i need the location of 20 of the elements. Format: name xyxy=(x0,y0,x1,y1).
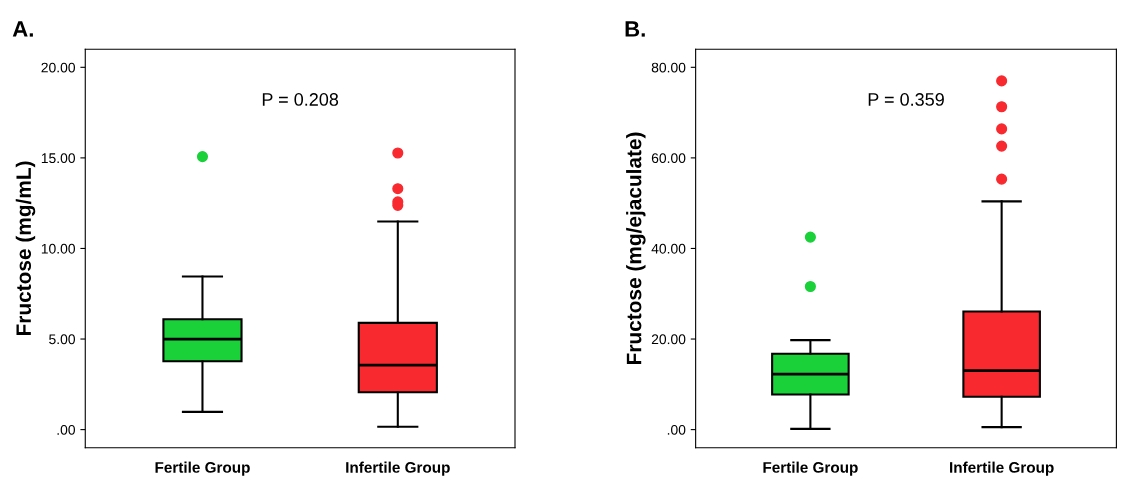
annotation: P = 0.359 xyxy=(868,93,944,106)
y-tick-label: 15.00 xyxy=(41,153,76,164)
y-tick-label: .00 xyxy=(57,424,76,435)
y-axis-title: Fructose (mg/ejaculate) xyxy=(626,132,646,364)
y-tick-label: 20.00 xyxy=(651,334,686,345)
y-tick-label: 10.00 xyxy=(41,243,76,254)
y-tick-label: 60.00 xyxy=(651,153,686,164)
y-tick-label: 20.00 xyxy=(41,62,76,73)
y-tick-label: 40.00 xyxy=(651,243,686,254)
x-tick-label: Fertile Group xyxy=(155,461,250,476)
x-tick-label: Fertile Group xyxy=(763,461,858,476)
chart-title: A. xyxy=(12,21,33,37)
x-tick-label: Infertile Group xyxy=(950,461,1054,476)
y-tick-label: .00 xyxy=(667,424,686,435)
y-tick-label: 80.00 xyxy=(651,62,686,73)
chart-title: B. xyxy=(625,21,645,37)
y-tick-label: 5.00 xyxy=(49,334,76,345)
annotation: P = 0.208 xyxy=(262,93,339,106)
x-tick-label: Infertile Group xyxy=(346,461,450,476)
y-axis-title: Fructose (mg/mL) xyxy=(15,161,36,336)
